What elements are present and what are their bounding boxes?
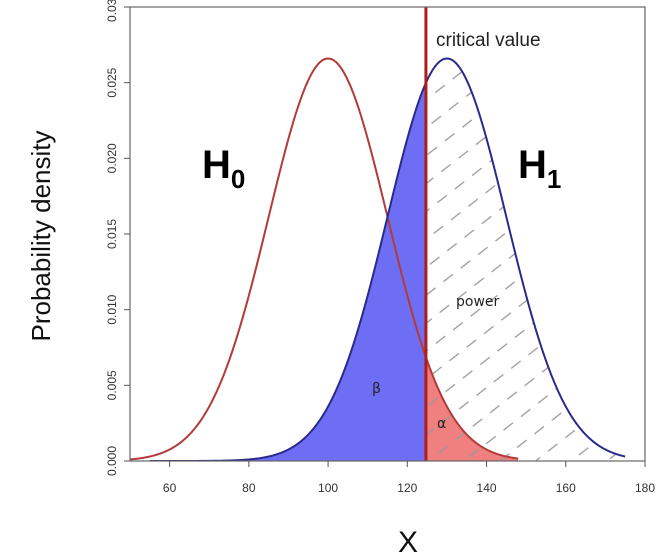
x-tick-label: 160 <box>556 481 576 495</box>
x-tick-label: 120 <box>397 481 417 495</box>
power-label: power <box>456 294 500 310</box>
y-tick-label: 0.010 <box>105 294 119 324</box>
y-tick-label: 0.015 <box>105 219 119 249</box>
alpha-label: α <box>437 416 446 432</box>
power-region <box>425 58 626 461</box>
x-axis-title: X <box>398 526 418 559</box>
y-tick-label: 0.005 <box>105 370 119 400</box>
x-tick-label: 140 <box>477 481 497 495</box>
y-tick-label: 0.020 <box>105 143 119 173</box>
x-tick-label: 180 <box>635 481 655 495</box>
x-tick-label: 100 <box>318 481 338 495</box>
h0-label-main: H <box>202 143 231 187</box>
y-tick-label: 0.030 <box>105 0 119 22</box>
h1-label-sub: 1 <box>547 164 561 194</box>
critical-value-label: critical value <box>436 30 541 51</box>
beta-region <box>149 84 426 461</box>
h0-label-sub: 0 <box>231 164 245 194</box>
y-tick-label: 0.000 <box>105 446 119 476</box>
beta-label: β <box>372 381 381 397</box>
x-tick-label: 80 <box>242 481 256 495</box>
x-tick-label: 60 <box>163 481 177 495</box>
h0-label: H0 <box>202 143 245 194</box>
x-axis: 60 80 100 120 140 160 180 <box>163 461 655 495</box>
y-axis: 0.000 0.005 0.010 0.015 0.020 0.025 0.030 <box>105 0 130 476</box>
h1-label: H1 <box>518 143 561 194</box>
y-tick-label: 0.025 <box>105 67 119 97</box>
h1-label-main: H <box>518 143 547 187</box>
h0-curve <box>130 57 519 461</box>
y-axis-title: Probability density <box>26 131 56 342</box>
